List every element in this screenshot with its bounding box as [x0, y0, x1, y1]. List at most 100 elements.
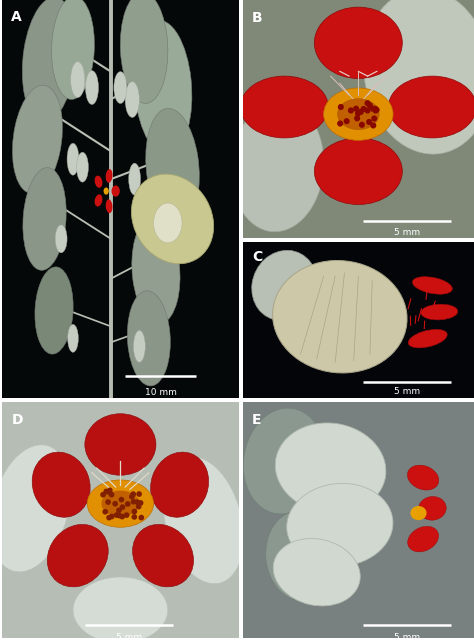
Circle shape	[107, 515, 111, 520]
Ellipse shape	[419, 497, 446, 520]
Ellipse shape	[128, 291, 170, 386]
Text: 5 mm: 5 mm	[394, 228, 420, 237]
Ellipse shape	[23, 167, 66, 271]
Ellipse shape	[132, 217, 180, 324]
Circle shape	[132, 510, 137, 513]
Circle shape	[365, 101, 370, 106]
Circle shape	[103, 510, 107, 514]
Circle shape	[106, 500, 110, 504]
Circle shape	[131, 499, 136, 504]
Circle shape	[354, 106, 358, 111]
Ellipse shape	[111, 185, 120, 197]
Ellipse shape	[287, 483, 393, 567]
Ellipse shape	[106, 169, 112, 183]
Text: B: B	[252, 11, 263, 25]
Text: 5 mm: 5 mm	[116, 633, 142, 641]
Ellipse shape	[154, 203, 182, 243]
Ellipse shape	[128, 163, 141, 195]
Ellipse shape	[85, 71, 99, 104]
Circle shape	[108, 488, 112, 492]
Circle shape	[126, 502, 130, 506]
Ellipse shape	[324, 88, 393, 140]
Circle shape	[338, 121, 342, 126]
Circle shape	[109, 492, 114, 497]
Ellipse shape	[87, 480, 154, 528]
Circle shape	[361, 106, 366, 112]
Ellipse shape	[337, 99, 379, 129]
Circle shape	[356, 111, 360, 116]
Text: D: D	[11, 413, 23, 426]
Ellipse shape	[73, 577, 168, 641]
Ellipse shape	[55, 225, 67, 253]
Circle shape	[344, 119, 349, 124]
Ellipse shape	[71, 62, 85, 97]
Ellipse shape	[35, 267, 73, 354]
Ellipse shape	[273, 260, 407, 373]
Text: 5 mm: 5 mm	[394, 633, 420, 641]
Ellipse shape	[275, 423, 386, 513]
Circle shape	[104, 489, 109, 494]
Ellipse shape	[273, 538, 360, 606]
Ellipse shape	[120, 0, 168, 103]
Ellipse shape	[163, 456, 244, 584]
Ellipse shape	[22, 0, 76, 122]
Circle shape	[371, 106, 375, 111]
Circle shape	[373, 108, 378, 113]
Circle shape	[131, 492, 136, 496]
Ellipse shape	[146, 108, 200, 226]
Circle shape	[138, 501, 143, 505]
Ellipse shape	[67, 144, 79, 175]
Ellipse shape	[133, 330, 145, 362]
Ellipse shape	[131, 174, 214, 263]
Text: 5 mm: 5 mm	[394, 387, 420, 396]
Ellipse shape	[0, 445, 71, 572]
Ellipse shape	[314, 7, 402, 78]
Circle shape	[117, 508, 121, 512]
Ellipse shape	[388, 76, 474, 138]
Circle shape	[125, 513, 129, 517]
Circle shape	[113, 502, 117, 506]
Ellipse shape	[410, 506, 427, 520]
Circle shape	[371, 123, 375, 128]
Ellipse shape	[12, 85, 63, 194]
Ellipse shape	[95, 194, 102, 206]
Circle shape	[137, 504, 141, 509]
Circle shape	[348, 108, 353, 113]
Ellipse shape	[68, 324, 78, 353]
Circle shape	[120, 505, 125, 509]
Ellipse shape	[101, 490, 139, 517]
Text: A: A	[11, 10, 22, 24]
Circle shape	[338, 104, 343, 110]
Ellipse shape	[151, 452, 209, 517]
Ellipse shape	[134, 21, 192, 154]
Circle shape	[115, 513, 119, 517]
Ellipse shape	[95, 176, 102, 188]
Circle shape	[137, 492, 141, 496]
Circle shape	[374, 108, 379, 112]
Circle shape	[109, 514, 114, 519]
Ellipse shape	[231, 101, 324, 232]
Ellipse shape	[244, 408, 325, 514]
Circle shape	[135, 500, 139, 504]
Ellipse shape	[240, 76, 328, 138]
Ellipse shape	[104, 187, 109, 195]
Circle shape	[101, 492, 105, 497]
Circle shape	[367, 103, 372, 108]
Ellipse shape	[106, 199, 112, 213]
Circle shape	[139, 515, 144, 520]
Text: E: E	[252, 413, 262, 426]
Ellipse shape	[421, 304, 458, 320]
Ellipse shape	[252, 251, 317, 320]
Circle shape	[117, 513, 121, 518]
Ellipse shape	[85, 413, 156, 475]
Ellipse shape	[32, 452, 90, 517]
Circle shape	[355, 116, 359, 121]
Text: 10 mm: 10 mm	[145, 388, 177, 397]
Ellipse shape	[133, 524, 193, 587]
Circle shape	[120, 515, 124, 519]
Ellipse shape	[125, 81, 139, 117]
Ellipse shape	[47, 524, 108, 587]
Ellipse shape	[77, 153, 88, 182]
Circle shape	[106, 490, 110, 494]
Ellipse shape	[408, 329, 447, 348]
